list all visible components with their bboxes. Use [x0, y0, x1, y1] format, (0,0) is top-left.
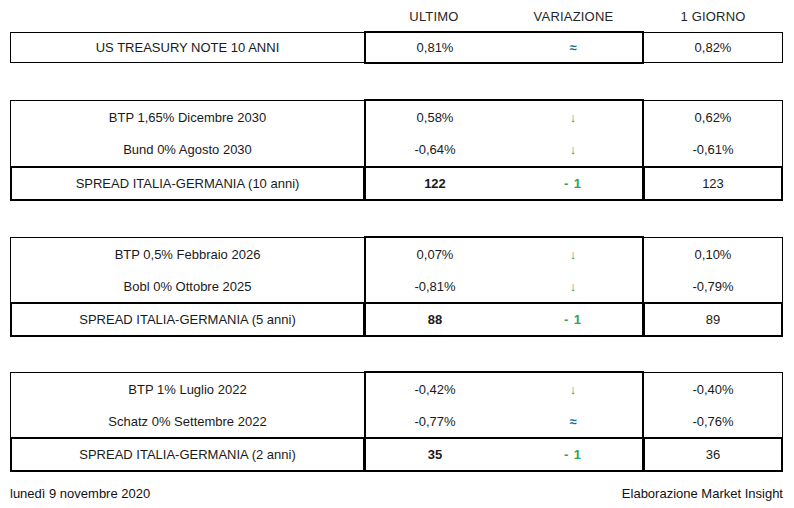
- spread-ultimo: 122: [366, 168, 504, 199]
- spread-values-10y: 122 - 1: [364, 166, 644, 201]
- bond-label: BTP 1% Luglio 2022: [11, 373, 364, 405]
- bond-ultimo: -0,77%: [366, 405, 504, 437]
- spread-label-2y: SPREAD ITALIA-GERMANIA (2 anni): [10, 437, 365, 472]
- spread-giorno-5y: 89: [643, 302, 783, 337]
- us-treasury-ultimo: 0,81%: [366, 33, 504, 62]
- spread-ultimo: 35: [366, 439, 504, 470]
- bond-giorno-value: -0,76%: [644, 405, 782, 437]
- variation-flat-icon: ≈: [504, 33, 642, 62]
- spread-ultimo: 88: [366, 304, 504, 335]
- us-treasury-values: 0,81% ≈: [364, 31, 644, 64]
- spread-values-5y: 88 - 1: [364, 302, 644, 337]
- us-treasury-label: US TREASURY NOTE 10 ANNI: [10, 32, 365, 63]
- bond-ultimo: -0,64%: [366, 134, 504, 167]
- spread-label-5y: SPREAD ITALIA-GERMANIA (5 anni): [10, 302, 365, 337]
- bond-ultimo: 0,07%: [366, 238, 504, 270]
- footer-date: lunedì 9 novembre 2020: [10, 486, 150, 502]
- variation-down-icon: ↓: [504, 134, 642, 167]
- bond-label: BTP 1,65% Dicembre 2030: [11, 101, 364, 134]
- bond-label: Bobl 0% Ottobre 2025: [11, 270, 364, 302]
- bond-labels-10y: BTP 1,65% Dicembre 2030 Bund 0% Agosto 2…: [10, 100, 365, 167]
- bond-values-10y: 0,58% ↓ -0,64% ↓: [364, 99, 644, 168]
- bond-ultimo: -0,81%: [366, 270, 504, 302]
- variation-flat-icon: ≈: [504, 405, 642, 437]
- column-header-1-giorno: 1 GIORNO: [643, 8, 783, 25]
- bond-values-2y: -0,42% ↓ -0,77% ≈: [364, 371, 644, 439]
- spread-change: - 1: [504, 439, 642, 470]
- bond-labels-2y: BTP 1% Luglio 2022 Schatz 0% Settembre 2…: [10, 372, 365, 438]
- bond-giorno-value: 0,62%: [644, 101, 782, 134]
- bond-giorno-5y: 0,10% -0,79%: [643, 237, 783, 303]
- bond-label: Schatz 0% Settembre 2022: [11, 405, 364, 437]
- bond-giorno-value: -0,79%: [644, 270, 782, 302]
- footer-source: Elaborazione Market Insight: [622, 486, 783, 502]
- bond-ultimo: 0,58%: [366, 101, 504, 134]
- spread-label-10y: SPREAD ITALIA-GERMANIA (10 anni): [10, 166, 365, 201]
- variation-down-icon: ↓: [504, 238, 642, 270]
- us-treasury-giorno: 0,82%: [643, 32, 783, 63]
- bond-spread-report: ULTIMO VARIAZIONE 1 GIORNO US TREASURY N…: [0, 0, 794, 508]
- bond-ultimo: -0,42%: [366, 373, 504, 405]
- bond-giorno-value: -0,61%: [644, 134, 782, 167]
- spread-giorno-2y: 36: [643, 437, 783, 472]
- column-header-variazione: VARIAZIONE: [504, 8, 643, 25]
- spread-values-2y: 35 - 1: [364, 437, 644, 472]
- bond-label: BTP 0,5% Febbraio 2026: [11, 238, 364, 270]
- variation-down-icon: ↓: [504, 270, 642, 302]
- variation-down-icon: ↓: [504, 373, 642, 405]
- bond-label: Bund 0% Agosto 2030: [11, 134, 364, 167]
- column-header-ultimo: ULTIMO: [364, 8, 504, 25]
- variation-down-icon: ↓: [504, 101, 642, 134]
- bond-labels-5y: BTP 0,5% Febbraio 2026 Bobl 0% Ottobre 2…: [10, 237, 365, 303]
- bond-values-5y: 0,07% ↓ -0,81% ↓: [364, 236, 644, 304]
- bond-giorno-value: -0,40%: [644, 373, 782, 405]
- spread-change: - 1: [504, 304, 642, 335]
- bond-giorno-2y: -0,40% -0,76%: [643, 372, 783, 438]
- bond-giorno-10y: 0,62% -0,61%: [643, 100, 783, 167]
- bond-giorno-value: 0,10%: [644, 238, 782, 270]
- spread-change: - 1: [504, 168, 642, 199]
- spread-giorno-10y: 123: [643, 166, 783, 201]
